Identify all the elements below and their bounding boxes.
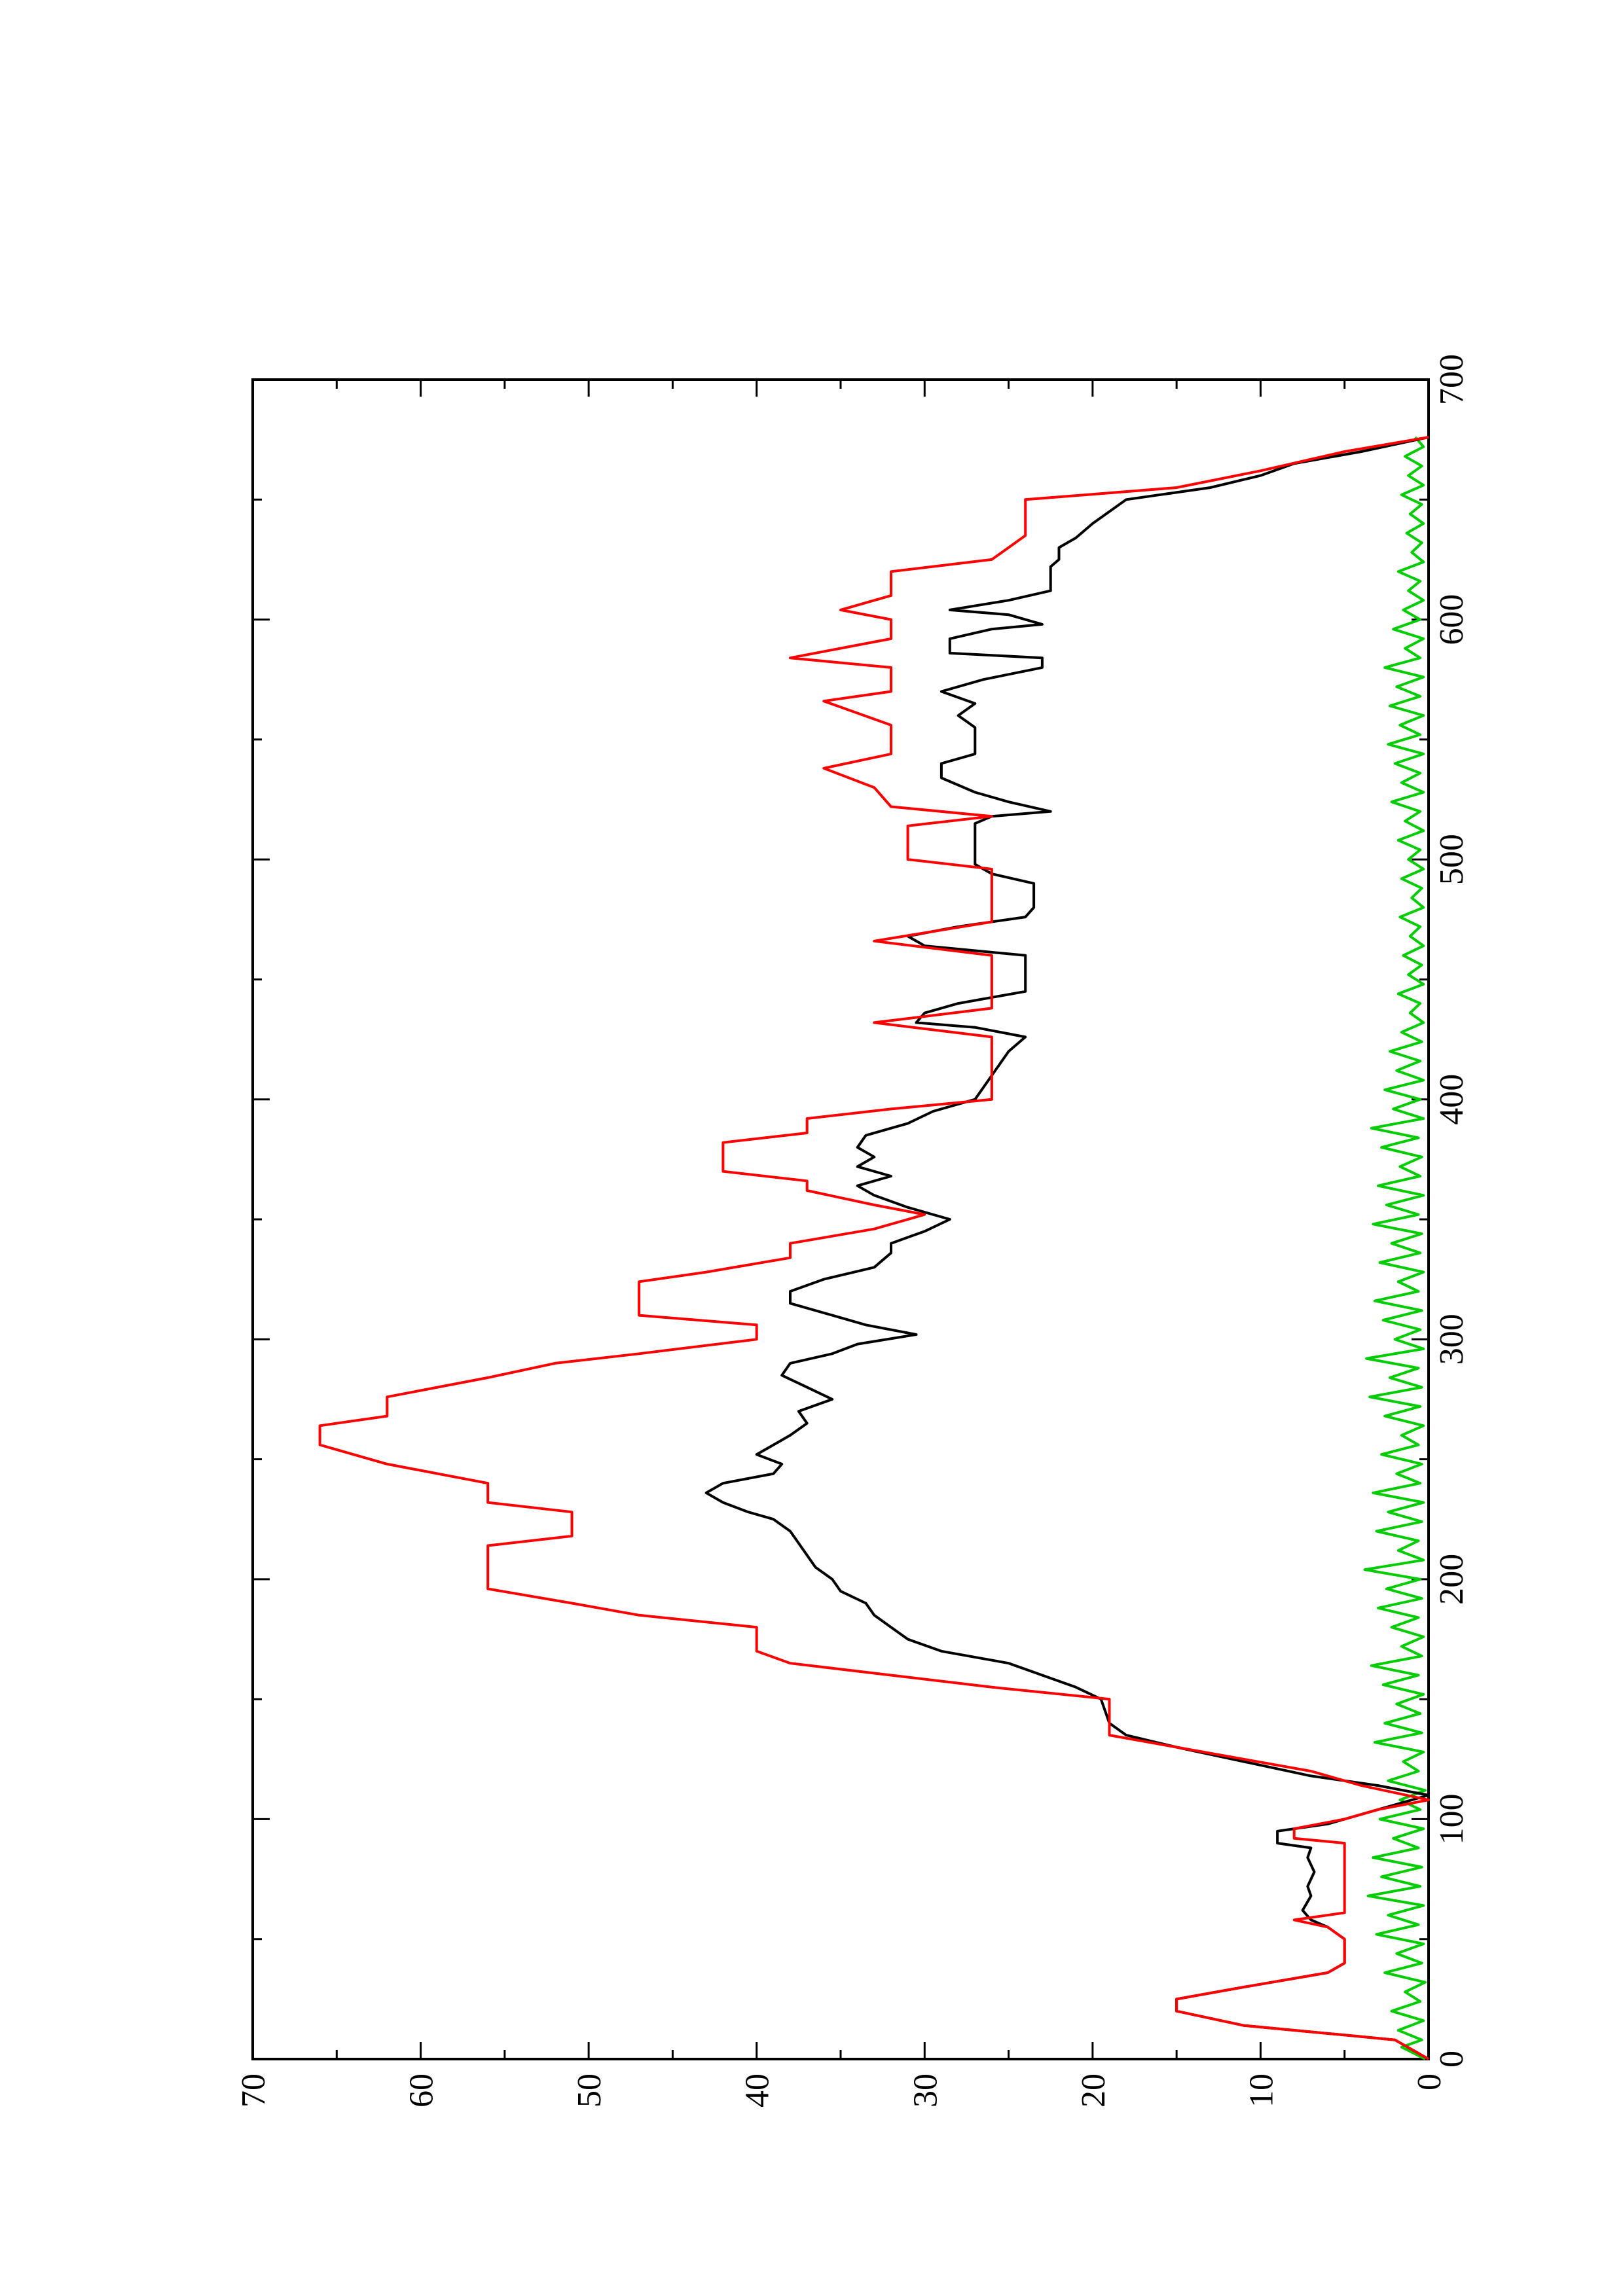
x-tick-label: 200 <box>1433 1554 1470 1605</box>
x-tick-label: 300 <box>1433 1314 1470 1365</box>
y-tick-label: 70 <box>235 2073 272 2108</box>
y-tick-label: 60 <box>403 2073 441 2108</box>
y-tick-label: 0 <box>1411 2073 1448 2090</box>
plot-frame <box>251 378 1430 2060</box>
x-tick-label: 0 <box>1433 2051 1470 2068</box>
series-line <box>318 436 1430 2060</box>
tick-labels: 0 100 200 300 400 500 600 700 0 10 20 30 40 50 60 70 <box>235 354 1470 2108</box>
series-line <box>704 436 1430 2060</box>
y-tick-label: 20 <box>1075 2073 1112 2108</box>
series-line <box>1363 436 1427 2060</box>
y-tick-label: 10 <box>1243 2073 1280 2108</box>
axis-ticks <box>251 378 1430 2060</box>
y-tick-label: 30 <box>907 2073 944 2108</box>
x-tick-label: 500 <box>1433 834 1470 885</box>
y-tick-label: 40 <box>739 2073 776 2108</box>
y-tick-label: 50 <box>571 2073 608 2108</box>
x-tick-label: 100 <box>1433 1793 1470 1844</box>
series-layer <box>318 436 1430 2060</box>
x-tick-label: 600 <box>1433 594 1470 645</box>
x-tick-label: 400 <box>1433 1074 1470 1125</box>
x-tick-label: 700 <box>1433 354 1470 405</box>
